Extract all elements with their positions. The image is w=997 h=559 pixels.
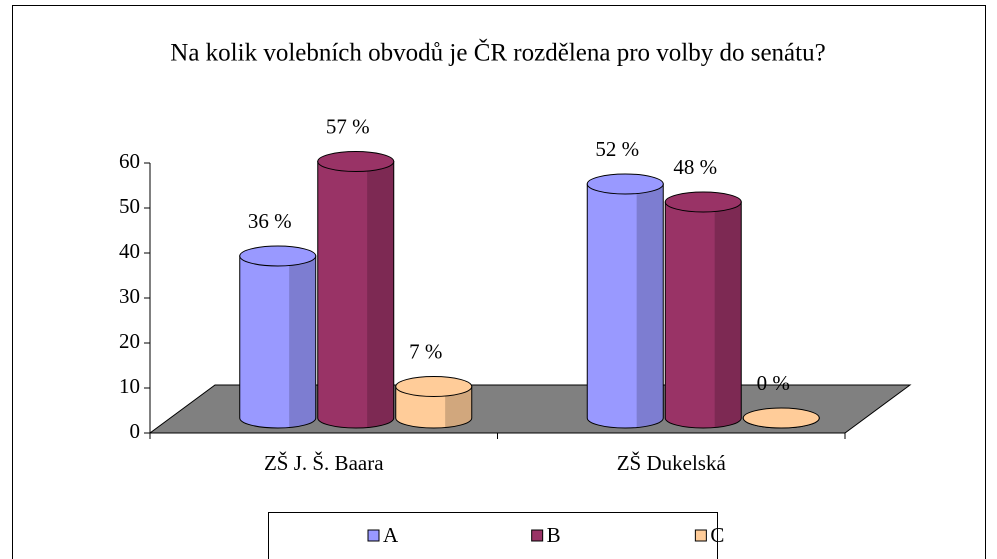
y-tick-label: 20: [119, 329, 140, 353]
bar-body: [239, 255, 317, 429]
bar: [395, 376, 473, 429]
bar: [664, 191, 742, 429]
y-tick-label: 60: [119, 149, 140, 173]
value-label: 7 %: [409, 339, 442, 363]
bar-top: [664, 191, 742, 213]
value-label: 57 %: [326, 114, 370, 138]
legend-label: C: [710, 523, 724, 547]
bar-shade: [714, 202, 742, 428]
bar-body: [664, 201, 742, 429]
y-tick-label: 30: [119, 284, 140, 308]
bar-top: [239, 245, 317, 267]
value-label: 48 %: [673, 155, 717, 179]
y-tick-label: 50: [119, 194, 140, 218]
y-tick-label: 0: [130, 419, 141, 443]
bar-body: [586, 183, 664, 429]
bar: [586, 173, 664, 429]
value-label: 52 %: [595, 137, 639, 161]
value-label: 36 %: [248, 209, 292, 233]
bar: [317, 151, 395, 429]
bar: [239, 245, 317, 429]
bar-shade: [367, 161, 394, 428]
y-tick-label: 10: [119, 374, 140, 398]
legend-label: A: [383, 523, 399, 547]
value-label: 0 %: [757, 371, 790, 395]
bar-top: [742, 407, 820, 429]
legend-swatch: [531, 529, 544, 542]
bar-body: [317, 161, 395, 429]
bar-top: [586, 173, 664, 195]
y-tick-label: 40: [119, 239, 140, 263]
bar-top: [395, 376, 473, 397]
legend-swatch: [367, 529, 380, 542]
bar-shade: [636, 184, 664, 428]
x-tick-label: ZŠ Dukelská: [617, 451, 727, 475]
legend: [268, 512, 718, 559]
bar-top: [317, 151, 395, 172]
bar-body: [395, 386, 473, 429]
x-tick-label: ZŠ J. Š. Baara: [264, 451, 384, 475]
chart-border: [12, 5, 986, 559]
bar-shade: [289, 256, 316, 428]
chart-title: Na kolik volebních obvodů je ČR rozdělen…: [170, 39, 825, 67]
legend-label: B: [547, 523, 561, 547]
bar: [742, 407, 820, 429]
legend-swatch: [694, 529, 707, 542]
bar-shade: [445, 386, 472, 428]
